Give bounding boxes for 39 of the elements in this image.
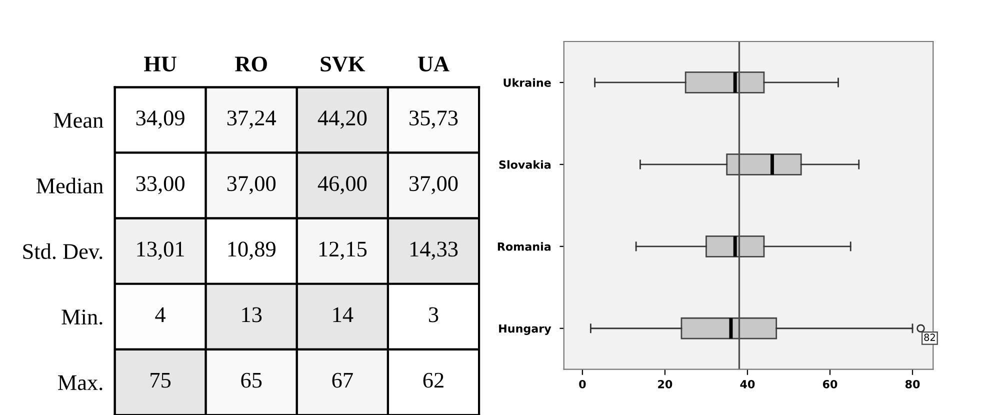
y-tick-label: Max. xyxy=(58,375,102,390)
x-tick-label: 0 xyxy=(579,380,586,388)
data-label: 62 xyxy=(423,372,444,388)
data-label: 12,15 xyxy=(319,242,367,260)
data-label: 65 xyxy=(241,372,262,388)
y-tick-label: Median xyxy=(36,178,104,194)
y-tick-label: Slovakia xyxy=(499,160,550,169)
data-label: 34,09 xyxy=(136,110,184,129)
data-label: 10,89 xyxy=(228,242,276,260)
data-label: 37,24 xyxy=(227,110,276,129)
x-tick-label: UA xyxy=(418,56,450,72)
x-tick-label: SVK xyxy=(320,56,366,72)
y-tick-label: Ukraine xyxy=(504,78,551,87)
data-label: 3 xyxy=(429,307,438,322)
x-tick-label: 40 xyxy=(740,380,755,388)
data-label: 37,00 xyxy=(410,176,458,194)
data-label: 13 xyxy=(242,307,262,322)
data-label: 13,01 xyxy=(137,242,184,260)
data-label: 75 xyxy=(150,373,171,388)
data-label: 14,33 xyxy=(410,242,458,260)
y-tick-label: Romania xyxy=(498,242,550,251)
data-label: 14 xyxy=(333,307,354,322)
data-label: 4 xyxy=(155,307,166,322)
x-tick-label: 80 xyxy=(905,380,920,388)
x-tick-label: 60 xyxy=(822,380,838,388)
y-tick-label: Mean xyxy=(54,113,104,128)
y-tick-label: Min. xyxy=(62,310,102,325)
data-label: 46,00 xyxy=(318,176,367,194)
data-label: 35,73 xyxy=(410,110,458,129)
x-tick-label: RO xyxy=(235,56,267,72)
y-tick-label: Std. Dev. xyxy=(23,243,102,260)
x-tick-label: 20 xyxy=(658,380,672,388)
x-tick-label: HU xyxy=(144,56,176,72)
annotation: 82 xyxy=(924,334,935,342)
y-tick-label: Hungary xyxy=(499,324,552,335)
data-label: 44,20 xyxy=(318,110,367,129)
data-label: 33,00 xyxy=(136,176,184,194)
data-label: 67 xyxy=(332,372,353,388)
data-label: 37,00 xyxy=(227,176,276,194)
